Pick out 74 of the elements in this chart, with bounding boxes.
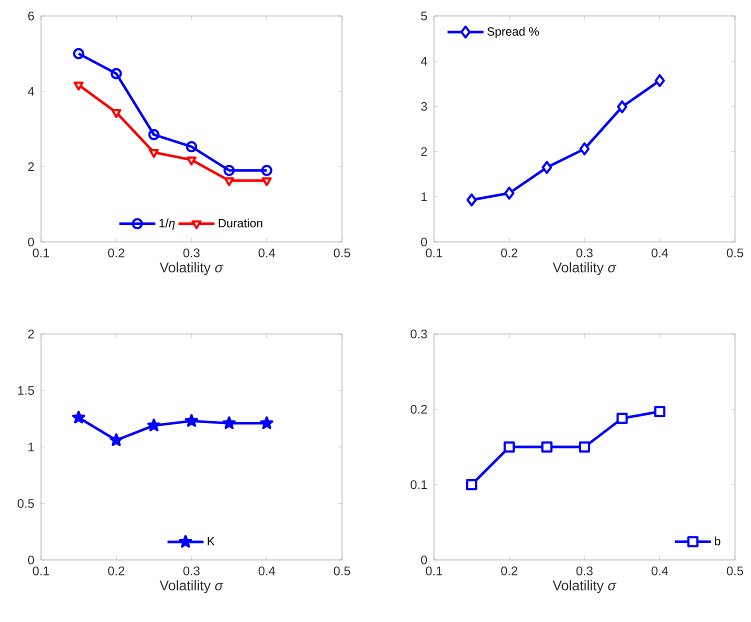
y-tick-label: 6: [28, 12, 34, 20]
point: [579, 142, 590, 156]
x-tick-label: 0.2: [108, 566, 124, 576]
y-tick-label: 1.5: [18, 386, 34, 395]
y-tick-label: 0: [421, 556, 427, 564]
y-tick-label: 4: [420, 56, 428, 66]
point: [542, 160, 552, 174]
point: [184, 414, 198, 427]
point: [148, 148, 159, 158]
x-tick-label: 0.4: [652, 248, 668, 258]
point: [654, 74, 665, 88]
point: [74, 82, 84, 91]
y-tick-label: 1: [422, 192, 427, 202]
point: [616, 412, 628, 424]
point: [578, 441, 590, 453]
x-tick-label: 0.3: [576, 566, 593, 576]
point: [654, 406, 666, 418]
x-tick-label: 0.5: [334, 566, 350, 576]
legend-label: 1/η: [160, 218, 175, 230]
point: [260, 416, 274, 430]
point: [504, 441, 515, 453]
point: [541, 441, 552, 453]
y-tick-label: 2: [28, 330, 34, 338]
point: [186, 156, 197, 166]
point: [616, 100, 628, 114]
x-tick-label: 0.4: [652, 566, 668, 576]
y-tick-label: 5: [421, 12, 427, 20]
x-axis-title: Volatility σ: [160, 262, 224, 276]
x-tick-label: 0.2: [501, 248, 518, 258]
point: [504, 186, 514, 200]
x-tick-label: 0.3: [576, 248, 593, 258]
x-tick-label: 0.2: [501, 566, 518, 576]
point: [186, 141, 198, 152]
y-tick-label: 0.5: [18, 499, 34, 508]
x-tick-label: 0.3: [183, 248, 200, 258]
y-tick-label: 0.2: [410, 404, 427, 414]
point: [466, 479, 478, 490]
point: [73, 48, 84, 60]
x-tick-label: 0.5: [334, 248, 350, 258]
point: [466, 193, 477, 206]
point: [72, 410, 86, 424]
point: [111, 109, 122, 118]
x-tick-label: 0.5: [726, 566, 744, 576]
y-tick-label: 0: [421, 238, 427, 246]
point: [147, 418, 161, 432]
x-tick-label: 0.2: [108, 248, 124, 258]
y-tick-label: 1: [28, 442, 34, 452]
legend-label: Spread %: [487, 26, 539, 38]
x-axis-title: Volatility σ: [552, 580, 616, 594]
y-tick-label: 0: [28, 556, 34, 564]
legend-label: Duration: [218, 218, 262, 228]
point: [110, 433, 123, 446]
point: [148, 129, 160, 140]
legend-label: K: [208, 537, 215, 546]
point: [222, 416, 236, 430]
y-tick-label: 0.1: [410, 480, 427, 490]
x-tick-label: 0.5: [726, 248, 744, 258]
y-tick-label: 2: [28, 162, 34, 171]
point: [224, 164, 235, 176]
y-tick-label: 4: [28, 87, 34, 96]
x-axis-title: Volatility σ: [160, 580, 224, 594]
point: [224, 177, 234, 186]
x-tick-label: 0.4: [258, 248, 276, 258]
x-tick-label: 0.4: [258, 566, 276, 576]
y-tick-label: 0.3: [410, 330, 427, 338]
point: [261, 164, 272, 176]
y-tick-label: 2: [421, 147, 427, 156]
x-tick-label: 0.3: [183, 566, 200, 576]
point: [262, 177, 272, 186]
y-tick-label: 0: [28, 238, 34, 246]
point: [110, 68, 122, 80]
x-axis-title: Volatility σ: [552, 262, 616, 276]
y-tick-label: 3: [421, 102, 427, 111]
legend-label: b: [714, 536, 720, 546]
